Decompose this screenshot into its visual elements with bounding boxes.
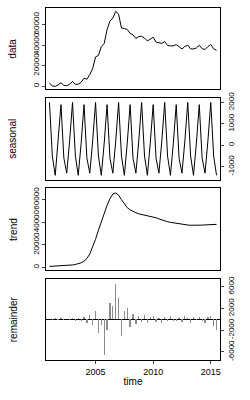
svg-text:2010: 2010	[143, 367, 163, 377]
svg-text:1000: 1000	[227, 113, 236, 131]
svg-text:data: data	[7, 39, 18, 59]
svg-text:-1000: -1000	[227, 155, 236, 176]
svg-text:60000: 60000	[32, 12, 41, 35]
svg-text:40000: 40000	[32, 32, 41, 55]
svg-text:60000: 60000	[32, 187, 41, 210]
svg-text:20000: 20000	[32, 232, 41, 255]
svg-text:20000: 20000	[32, 53, 41, 76]
svg-text:0: 0	[227, 141, 236, 146]
svg-text:2005: 2005	[86, 367, 106, 377]
svg-text:trend: trend	[8, 218, 19, 241]
svg-text:-2000: -2000	[227, 318, 236, 339]
svg-text:-6000: -6000	[227, 340, 236, 361]
svg-text:2000: 2000	[227, 92, 236, 110]
svg-text:40000: 40000	[32, 209, 41, 232]
svg-text:time: time	[124, 376, 143, 387]
svg-text:seasonal: seasonal	[7, 119, 18, 159]
svg-text:2000: 2000	[227, 298, 236, 316]
svg-text:0: 0	[32, 82, 41, 87]
svg-text:2015: 2015	[201, 367, 221, 377]
svg-text:remainder: remainder	[8, 297, 19, 343]
svg-text:6000: 6000	[227, 276, 236, 294]
svg-text:0: 0	[32, 264, 41, 269]
